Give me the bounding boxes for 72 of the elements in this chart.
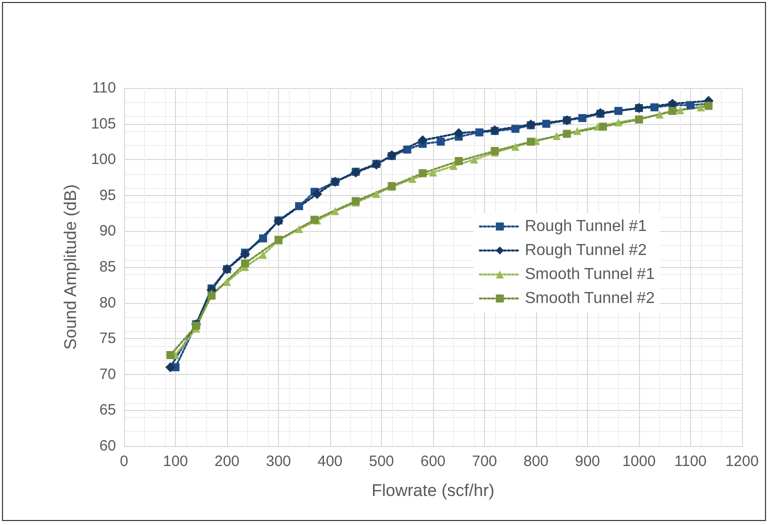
y-tick-label: 70: [99, 366, 116, 383]
point: [295, 202, 304, 210]
x-tick-label: 600: [420, 453, 446, 470]
point: [656, 110, 664, 118]
point: [511, 142, 520, 151]
point: [475, 128, 484, 136]
point: [240, 249, 250, 260]
point: [418, 135, 428, 146]
x-tick-label: 900: [574, 453, 600, 470]
y-tick-label: 100: [90, 151, 116, 168]
point: [650, 103, 658, 112]
point: [526, 138, 535, 146]
point: [454, 157, 463, 166]
point: [223, 278, 231, 286]
point: [542, 120, 550, 128]
x-tick-label: 1100: [674, 453, 707, 470]
point: [408, 174, 416, 183]
y-tick-label: 90: [99, 222, 116, 240]
y-tick-label: 105: [90, 115, 116, 132]
point: [598, 122, 607, 131]
y-tick-label: 65: [99, 402, 116, 419]
x-tick-label: 500: [368, 453, 394, 470]
legend-label: Smooth Tunnel #2: [524, 290, 655, 307]
point: [686, 101, 694, 110]
point: [295, 225, 304, 234]
legend-label: Smooth Tunnel #1: [524, 266, 655, 283]
point: [668, 106, 676, 115]
y-tick-label: 85: [99, 258, 116, 276]
x-tick-label: 200: [214, 453, 240, 470]
legend-label: Rough Tunnel #2: [524, 242, 647, 259]
point: [436, 138, 445, 146]
y-tick-label: 95: [99, 186, 116, 204]
point: [676, 106, 684, 114]
point: [614, 106, 622, 115]
legend-label: Rough Tunnel #1: [524, 218, 647, 235]
point: [331, 207, 340, 216]
x-tick-label: 800: [523, 453, 549, 470]
point: [573, 126, 582, 135]
y-tick-label: 80: [99, 294, 116, 312]
point: [454, 128, 464, 138]
y-axis-title: Sound Amplitude (dB): [61, 184, 80, 350]
point: [259, 234, 268, 242]
point: [696, 103, 705, 112]
point: [450, 162, 458, 170]
x-tick-label: 0: [120, 453, 128, 470]
point: [418, 169, 427, 178]
point: [372, 190, 380, 198]
y-tick-label: 60: [99, 438, 116, 454]
x-tick-label: 100: [162, 453, 188, 470]
point: [310, 216, 319, 224]
point: [259, 250, 268, 259]
point: [403, 146, 412, 154]
point: [470, 156, 478, 164]
point: [562, 130, 571, 138]
point: [165, 362, 176, 372]
point: [511, 124, 520, 133]
x-tick-label: 700: [472, 453, 498, 470]
point: [208, 292, 216, 300]
point: [241, 259, 250, 268]
point: [578, 114, 586, 122]
point: [614, 118, 622, 126]
y-tick-label: 110: [92, 80, 116, 96]
x-tick-label: 1000: [622, 453, 656, 470]
x-tick-label: 1200: [725, 453, 759, 470]
point: [552, 132, 561, 140]
y-tick-label: 75: [99, 330, 116, 348]
point: [166, 351, 174, 360]
x-tick-label: 400: [317, 453, 343, 470]
point: [312, 188, 322, 199]
x-tick-label: 300: [266, 453, 292, 470]
point: [429, 168, 437, 176]
x-axis-title: Flowrate (scf/hr): [372, 481, 494, 500]
